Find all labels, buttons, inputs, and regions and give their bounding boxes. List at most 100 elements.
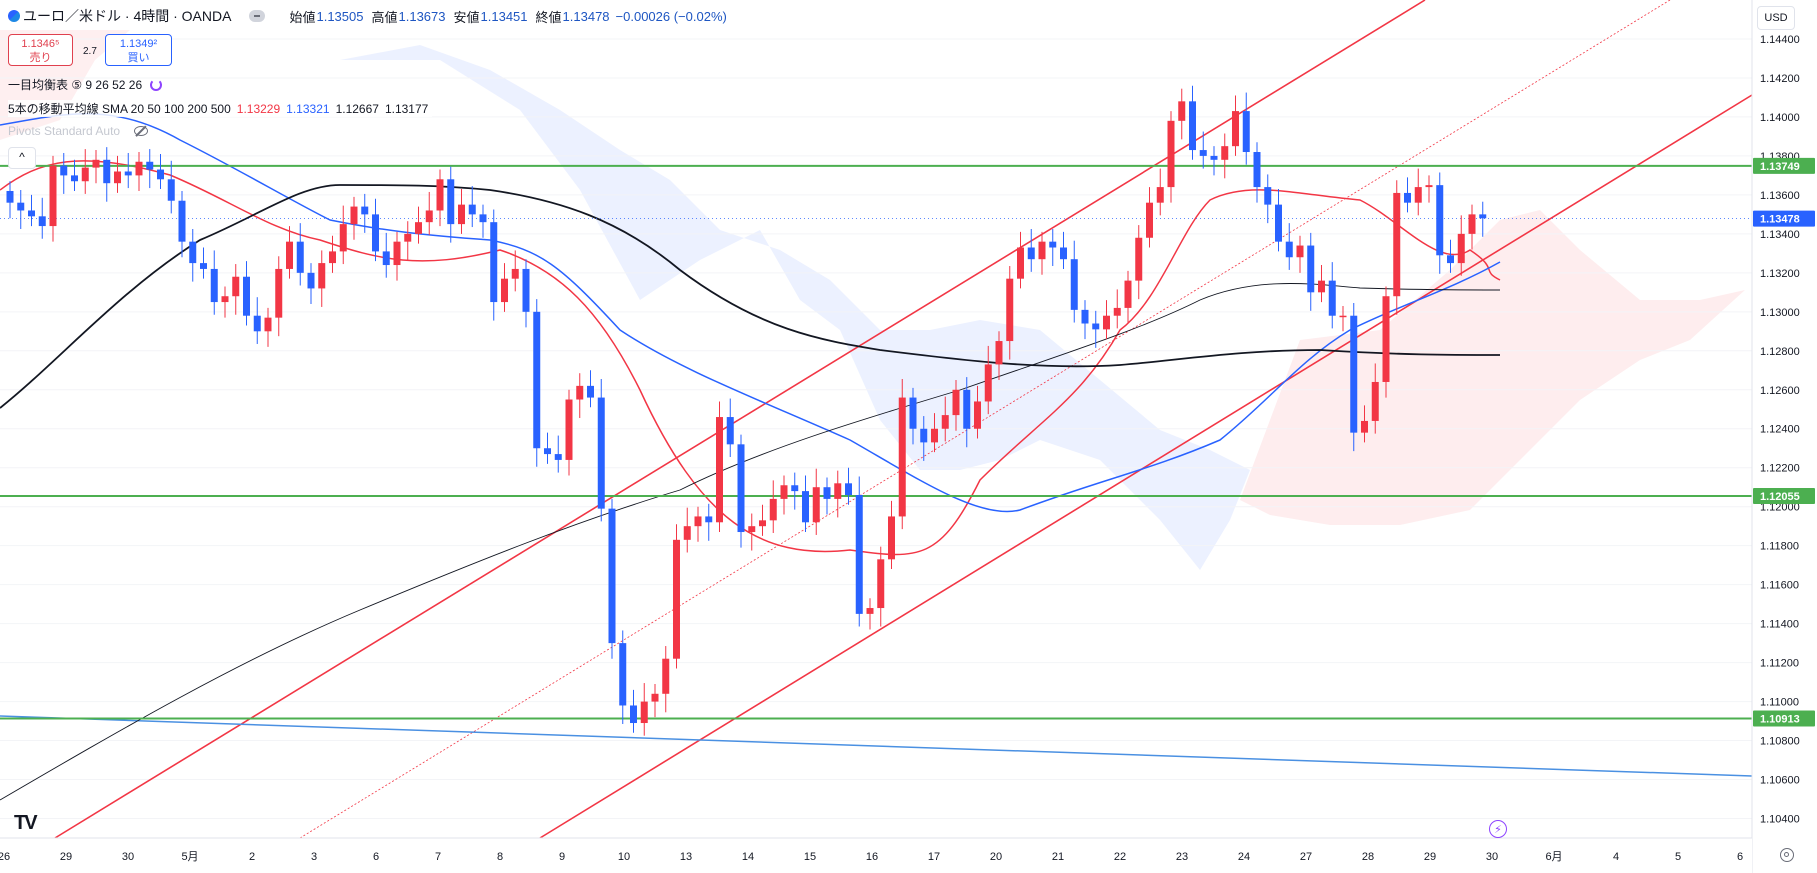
ma-legend[interactable]: 5本の移動平均線 SMA 20 50 100 200 500 1.13229 1…	[8, 100, 433, 117]
x-tick-label: 7	[435, 851, 441, 863]
candle	[415, 206, 422, 244]
candle	[318, 250, 326, 307]
pivots-legend[interactable]: Pivots Standard Auto	[8, 124, 149, 138]
collapse-indicators-button[interactable]: ^	[8, 147, 36, 169]
collapse-legend-icon[interactable]	[249, 10, 266, 22]
candle	[490, 209, 498, 321]
x-tick-label: 9	[559, 851, 565, 863]
candle-body	[490, 222, 498, 303]
candle-body	[608, 508, 616, 644]
open-label: 始値	[289, 9, 316, 25]
currency-selector[interactable]: USD	[1757, 6, 1795, 30]
candle-body	[683, 526, 691, 540]
candle-body	[533, 311, 541, 449]
candle-body	[372, 214, 379, 252]
lightning-icon[interactable]: ⚡	[1489, 820, 1507, 838]
candle	[60, 152, 68, 194]
x-tick-label: 28	[1362, 851, 1374, 863]
candle-body	[1361, 420, 1368, 433]
candle	[339, 205, 347, 265]
candle	[651, 684, 659, 718]
candle-body	[802, 491, 809, 523]
x-tick-label: 13	[680, 851, 692, 863]
candle-body	[522, 268, 530, 312]
x-tick-label: 27	[1300, 851, 1312, 863]
candle	[264, 307, 272, 347]
candle-body	[877, 559, 885, 609]
y-tick-label: 1.10400	[1760, 814, 1800, 826]
x-tick-label: 6月	[1545, 851, 1562, 863]
candle	[565, 389, 573, 476]
sell-label: 売り	[29, 52, 52, 64]
refresh-icon[interactable]	[150, 78, 163, 91]
candle-body	[812, 487, 820, 523]
sell-button[interactable]: 1.1346⁵ 売り	[8, 34, 73, 66]
candle-body	[651, 693, 659, 702]
candle-body	[1371, 381, 1379, 421]
candle	[1425, 175, 1433, 203]
high-label: 高値	[371, 9, 398, 25]
y-tick-label: 1.14200	[1760, 73, 1800, 85]
settings-icon[interactable]	[1780, 848, 1794, 862]
candle	[984, 345, 992, 415]
price-axis-bg	[1752, 0, 1817, 873]
sma100-line	[0, 184, 1501, 409]
candle-body	[286, 241, 293, 269]
x-tick-label: 23	[1176, 851, 1188, 863]
candle-body	[748, 526, 756, 533]
indicator-layer	[0, 0, 1753, 839]
candle	[952, 380, 960, 431]
y-tick-label: 1.12400	[1760, 424, 1800, 436]
candle	[243, 261, 250, 326]
candle	[114, 155, 121, 193]
candle-body	[92, 159, 100, 168]
candle-body	[823, 487, 831, 499]
candle	[436, 169, 444, 227]
candle-body	[1027, 247, 1035, 260]
candle-body	[1436, 185, 1444, 256]
candle-body	[845, 483, 852, 496]
candle	[748, 513, 756, 551]
ichimoku-legend[interactable]: 一目均衡表 ⑤ 9 26 52 26	[8, 76, 163, 93]
candle-body	[243, 276, 250, 316]
tradingview-logo-icon[interactable]: TV	[14, 812, 38, 834]
price-label: 1.12055	[1760, 491, 1800, 503]
y-tick-label: 1.12200	[1760, 463, 1800, 475]
x-tick-label: 5	[1675, 851, 1681, 863]
candle-body	[791, 485, 799, 492]
candle-body	[425, 210, 433, 223]
candle	[1414, 168, 1422, 216]
ma-value-3: 1.12667	[335, 101, 379, 116]
candle-body	[17, 202, 25, 211]
candle	[576, 373, 584, 419]
ma-value-4: 1.13177	[384, 101, 429, 116]
pivots-label: Pivots Standard Auto	[8, 124, 121, 138]
symbol-title[interactable]: ユーロ／米ドル · 4時間 · OANDA	[23, 8, 232, 24]
low-value: 1.13451	[480, 8, 528, 24]
candle	[167, 160, 175, 214]
eye-off-icon[interactable]	[134, 126, 149, 136]
ma-value-2: 1.13321	[286, 101, 330, 116]
candle-body	[855, 495, 863, 614]
candle	[683, 507, 691, 553]
candle-body	[415, 222, 422, 234]
candle	[694, 506, 702, 542]
candle-body	[1038, 241, 1046, 260]
y-tick-label: 1.12600	[1760, 385, 1800, 397]
candle-body	[619, 643, 627, 706]
buy-button[interactable]: 1.1349² 買い	[105, 34, 172, 66]
candle-body	[1113, 307, 1121, 316]
chart-header: ユーロ／米ドル · 4時間 · OANDA 始値 1.13505 高値 1.13…	[8, 6, 727, 26]
spread-value: 2.7	[83, 46, 97, 57]
candle-body	[447, 179, 455, 225]
candle-body	[1447, 255, 1454, 264]
candle-body	[511, 268, 519, 279]
candle	[81, 149, 89, 194]
candle	[1124, 270, 1132, 324]
candle-body	[468, 204, 476, 215]
candle-body	[6, 190, 14, 203]
candle	[1081, 300, 1089, 340]
candle	[1027, 228, 1035, 272]
price-label: 1.10913	[1760, 714, 1800, 726]
